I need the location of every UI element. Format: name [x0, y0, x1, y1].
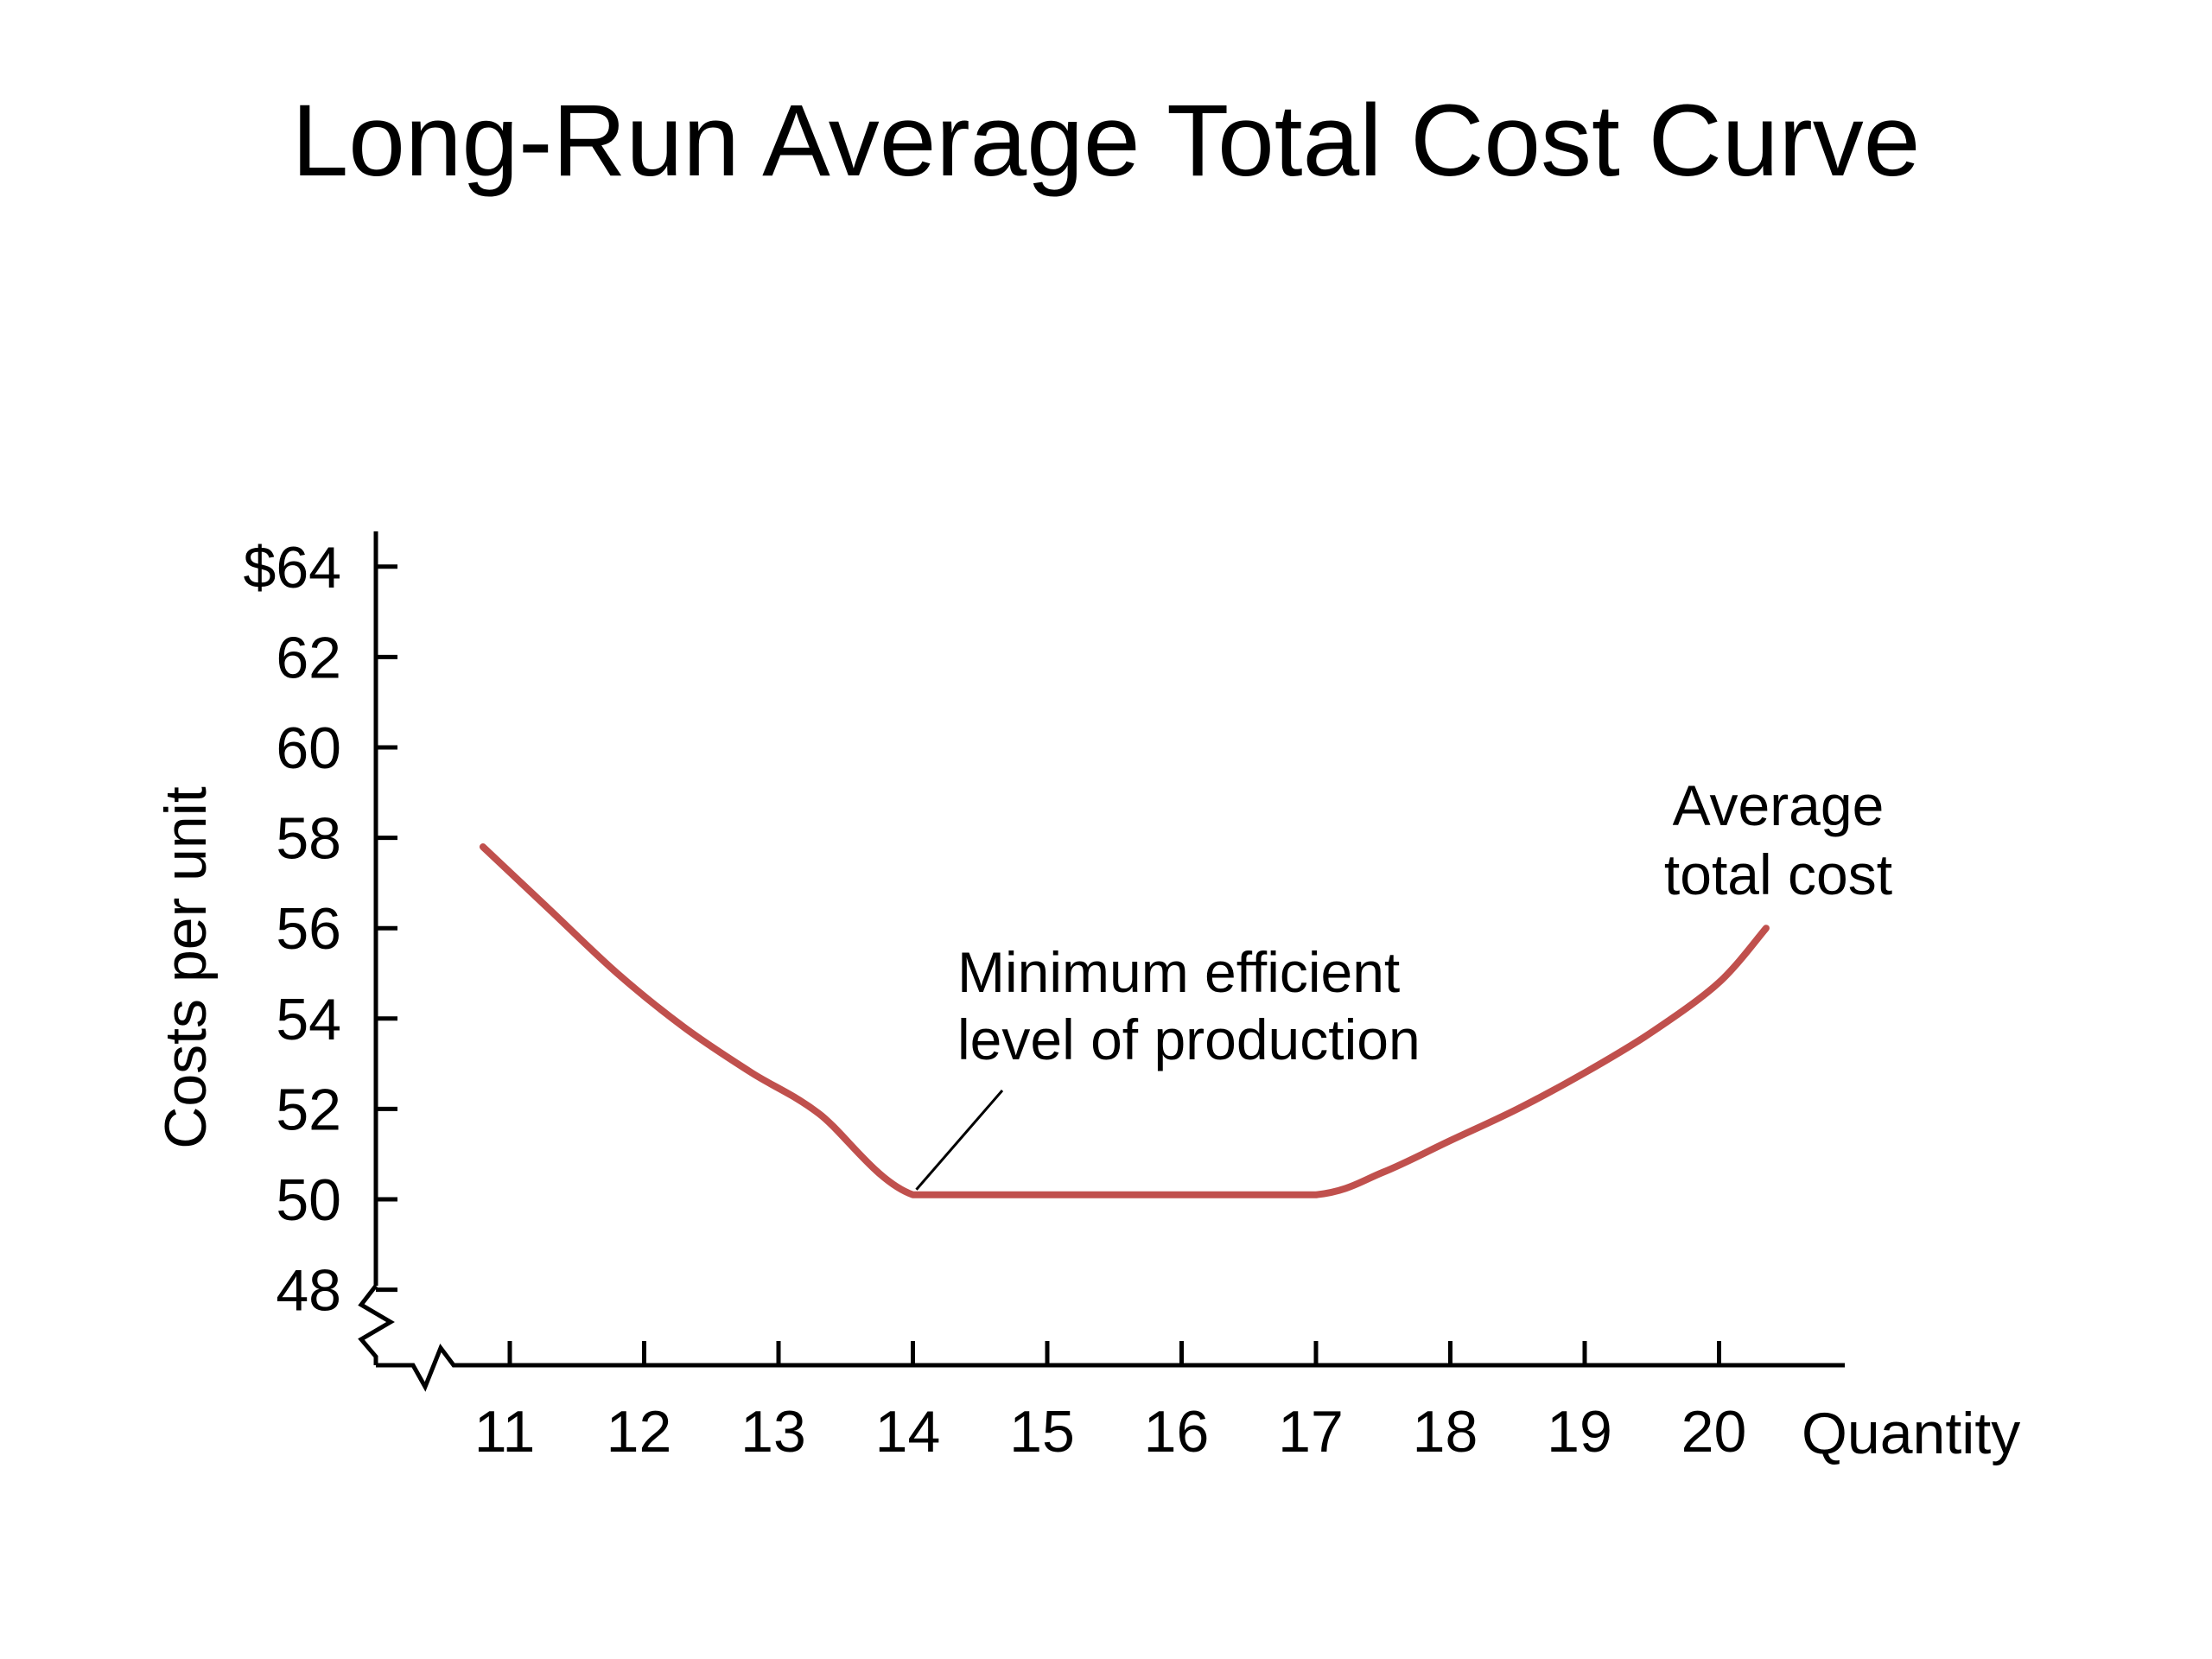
y-tick-label: 60 — [276, 715, 341, 781]
x-tick-label: 15 — [1009, 1399, 1075, 1465]
x-tick-label: 13 — [741, 1399, 806, 1465]
page-title: Long-Run Average Total Cost Curve — [291, 84, 1921, 198]
y-tick-label: 54 — [276, 987, 341, 1052]
y-axis-title: Costs per unit — [153, 786, 219, 1149]
annotation-line: total cost — [1664, 842, 1892, 906]
y-tick-label: 58 — [276, 806, 341, 872]
y-axis-ticks: $64 62 60 58 56 54 52 50 48 — [244, 535, 397, 1324]
y-tick-label: 50 — [276, 1167, 341, 1233]
x-tick-label: 17 — [1278, 1399, 1344, 1465]
x-tick-label: 11 — [474, 1399, 536, 1465]
x-axis-line — [376, 1343, 1845, 1392]
x-tick-label: 14 — [875, 1399, 941, 1465]
annotation-min-efficient: Minimum efficient level of production — [957, 940, 1421, 1071]
x-axis-title: Quantity — [1802, 1401, 2020, 1466]
series-layer — [479, 843, 1770, 1198]
y-tick-label: 48 — [276, 1258, 341, 1324]
annotation-line: Average — [1673, 773, 1885, 837]
annotation-line: Minimum efficient — [957, 940, 1400, 1004]
x-tick-label: 20 — [1681, 1399, 1747, 1465]
y-tick-label: 62 — [276, 625, 341, 690]
x-tick-label: 19 — [1547, 1399, 1612, 1465]
x-tick-label: 12 — [607, 1399, 672, 1465]
x-tick-label: 18 — [1413, 1399, 1478, 1465]
y-tick-label: $64 — [244, 535, 341, 601]
annotation-average-total-cost: Average total cost — [1664, 773, 1892, 906]
y-tick-label: 52 — [276, 1077, 341, 1142]
y-axis-break — [358, 1284, 395, 1365]
annotation-leader-line — [915, 1090, 1004, 1191]
y-tick-label: 56 — [276, 896, 341, 962]
annotation-line: level of production — [957, 1007, 1421, 1071]
series-line-average-total-cost — [479, 843, 1770, 1198]
annotation-layer: Minimum efficient level of production Aver… — [915, 773, 1892, 1191]
x-tick-label: 16 — [1144, 1399, 1210, 1465]
x-axis-ticks: 11 12 13 14 15 16 17 18 19 20 — [474, 1341, 1747, 1465]
